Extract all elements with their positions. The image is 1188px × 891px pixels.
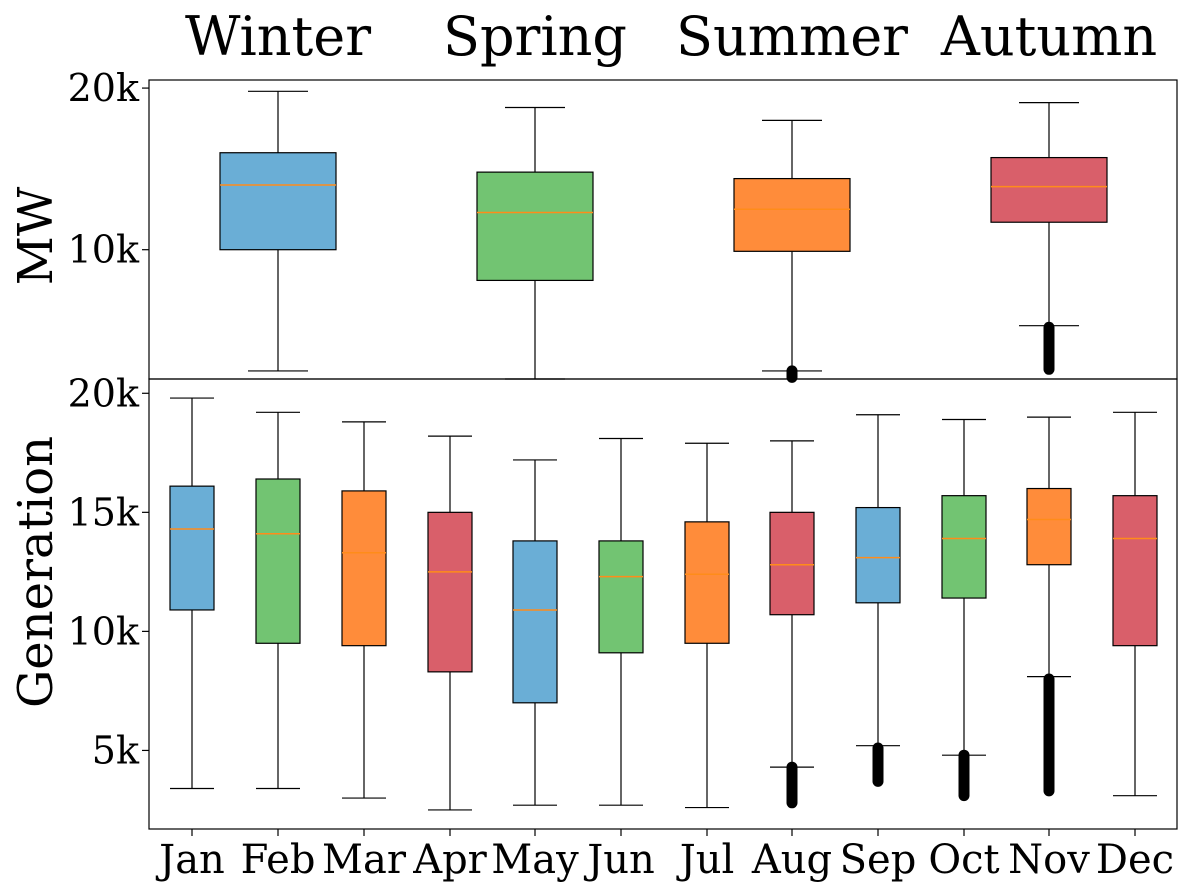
x-tick-label-feb: Feb: [241, 837, 316, 883]
x-tick-label-jun: Jun: [583, 837, 655, 883]
box-dec: [1112, 411, 1158, 797]
iqr-box: [1112, 495, 1158, 647]
x-tick-label-may: May: [491, 837, 579, 883]
iqr-box: [733, 177, 851, 252]
y-axis-label-line-2: Generation: [8, 436, 64, 708]
iqr-box: [341, 490, 387, 647]
iqr-box: [855, 506, 901, 604]
x-tick-label-jan: Jan: [155, 837, 225, 883]
iqr-box: [476, 171, 594, 282]
x-tick-label-mar: Mar: [322, 837, 407, 883]
y-tick-label: 20k: [68, 66, 140, 110]
season-titles: Winter Spring Summer Autumn: [185, 5, 1157, 68]
iqr-box: [598, 540, 644, 654]
box-spring: [476, 106, 594, 380]
monthly-panel-frame: [148, 378, 1178, 830]
y-tick-label: 20k: [68, 371, 140, 415]
y-tick-label: 10k: [68, 609, 140, 653]
iqr-box: [684, 521, 730, 644]
x-tick-label-nov: Nov: [1008, 837, 1090, 883]
box-apr: [427, 435, 473, 811]
x-tick-label-aug: Aug: [751, 837, 832, 883]
box-nov: [1026, 416, 1072, 797]
season-title-summer: Summer: [676, 5, 908, 68]
y-tick-label: 5k: [92, 728, 140, 772]
iqr-box: [941, 495, 987, 599]
iqr-box: [255, 478, 301, 644]
box-autumn: [990, 102, 1108, 375]
season-title-spring: Spring: [443, 5, 627, 68]
iqr-box: [427, 511, 473, 673]
y-tick-label: 15k: [68, 490, 140, 534]
box-mar: [341, 421, 387, 799]
x-tick-label-oct: Oct: [928, 837, 999, 883]
box-feb: [255, 411, 301, 790]
seasonal-panel: 10k 20k: [68, 66, 1108, 383]
box-jul: [684, 442, 730, 809]
box-winter: [219, 90, 337, 372]
box-sep: [855, 414, 901, 787]
box-jun: [598, 437, 644, 806]
iqr-box: [1026, 487, 1072, 566]
y-tick-label: 10k: [68, 228, 140, 272]
season-title-winter: Winter: [185, 5, 371, 68]
x-tick-label-apr: Apr: [412, 837, 487, 883]
monthly-panel: 5k 10k 15k 20k Jan Feb Mar Apr May Jun Jul Aug Sep Oc…: [68, 371, 1174, 883]
iqr-box: [512, 540, 558, 704]
season-title-autumn: Autumn: [940, 5, 1157, 68]
y-axis-label-line-1: MW: [8, 186, 64, 285]
iqr-box: [990, 156, 1108, 223]
iqr-box: [769, 511, 815, 616]
box-summer: [733, 119, 851, 383]
iqr-box: [169, 485, 215, 611]
x-tick-label-jul: Jul: [676, 837, 735, 883]
x-tick-label-dec: Dec: [1096, 837, 1174, 883]
box-jan: [169, 397, 215, 790]
box-aug: [769, 440, 815, 809]
box-oct: [941, 418, 987, 802]
iqr-box: [219, 152, 337, 251]
y-axis-label: MW Generation: [8, 186, 64, 708]
box-may: [512, 459, 558, 806]
x-tick-label-sep: Sep: [840, 837, 917, 883]
